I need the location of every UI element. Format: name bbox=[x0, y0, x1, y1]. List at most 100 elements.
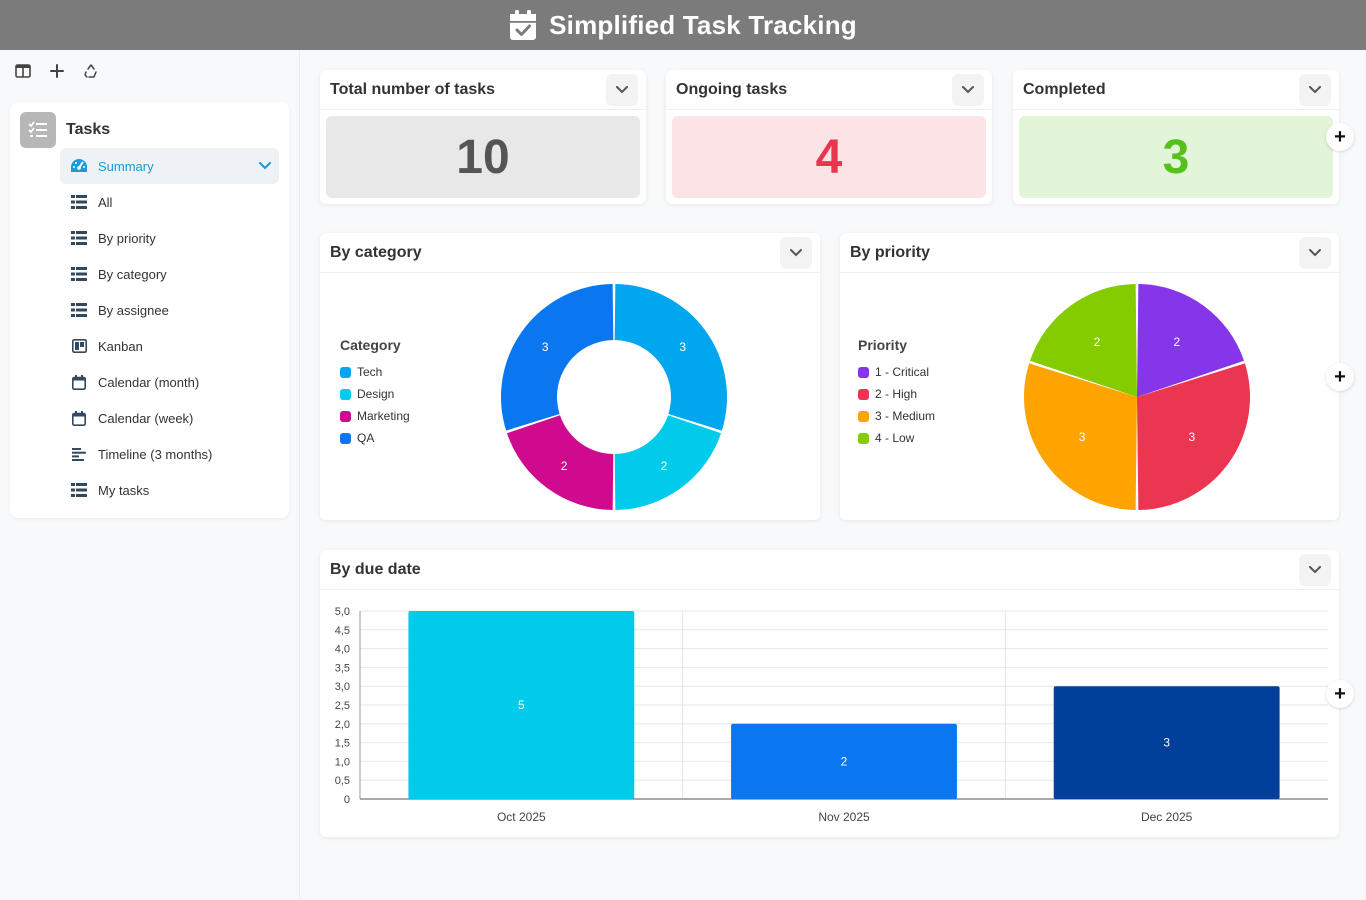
nav-item-calendar-week[interactable]: Calendar (week) bbox=[60, 400, 279, 436]
chart-title: By priority bbox=[850, 243, 931, 261]
legend-label: 1 - Critical bbox=[875, 365, 930, 379]
legend-item[interactable]: Tech bbox=[340, 361, 410, 383]
plus-icon bbox=[50, 64, 64, 78]
nav-app-header[interactable]: Tasks bbox=[20, 112, 110, 148]
due-date-bar-chart: 0 0,5 1,0 1,5 2,0 2,5 3,0 3,5 4,0 4,5 5,0 5 Oct 2025… bbox=[335, 606, 1328, 824]
slice-label: 2 bbox=[1174, 335, 1181, 349]
legend-swatch bbox=[340, 410, 351, 422]
legend-item[interactable]: Marketing bbox=[340, 405, 410, 427]
x-tick-label: Nov 2025 bbox=[818, 810, 870, 824]
nav-item-label: By assignee bbox=[98, 302, 169, 318]
slice-label: 3 bbox=[679, 340, 686, 354]
nav-item-label: Summary bbox=[98, 158, 154, 174]
legend-swatch bbox=[858, 388, 869, 400]
card-menu-button[interactable] bbox=[952, 74, 984, 106]
recycle-button[interactable] bbox=[76, 58, 106, 84]
recycle-icon bbox=[84, 64, 97, 78]
slice-label: 2 bbox=[661, 459, 668, 473]
legend-item[interactable]: 4 - Low bbox=[858, 427, 935, 449]
toggle-sidebar-button[interactable] bbox=[8, 58, 38, 84]
pie-slice[interactable] bbox=[501, 284, 614, 431]
chevron-down-icon bbox=[1309, 86, 1321, 94]
nav-item-by-priority[interactable]: By priority bbox=[60, 220, 279, 256]
bar-value-label: 5 bbox=[518, 698, 525, 712]
nav-item-label: All bbox=[98, 194, 113, 210]
kpi-value: 4 bbox=[672, 116, 986, 198]
nav-item-by-assignee[interactable]: By assignee bbox=[60, 292, 279, 328]
legend-swatch bbox=[858, 432, 869, 444]
legend-item[interactable]: QA bbox=[340, 427, 410, 449]
nav-item-timeline[interactable]: Timeline (3 months) bbox=[60, 436, 279, 472]
category-donut-chart: 3 2 2 3 bbox=[501, 284, 727, 510]
legend-swatch bbox=[858, 366, 869, 378]
app-header: Simplified Task Tracking bbox=[0, 0, 1366, 50]
pie-slice[interactable] bbox=[1137, 363, 1250, 510]
slice-label: 3 bbox=[542, 340, 549, 354]
nav-app-label: Tasks bbox=[66, 121, 111, 138]
pie-slice[interactable] bbox=[1137, 284, 1245, 397]
legend-title: Priority bbox=[858, 337, 908, 353]
bar-value-label: 3 bbox=[1163, 736, 1170, 750]
kpi-title: Ongoing tasks bbox=[676, 80, 788, 98]
pie-slice[interactable] bbox=[1024, 363, 1137, 510]
nav-panel: Tasks Summary All By priority By categor… bbox=[10, 102, 289, 518]
priority-pie-chart: 2 3 3 2 bbox=[1024, 284, 1250, 510]
y-tick-label: 5,0 bbox=[335, 606, 350, 618]
bar[interactable] bbox=[731, 723, 957, 799]
pie-slice[interactable] bbox=[506, 415, 614, 510]
table-icon bbox=[71, 231, 87, 245]
legend-item[interactable]: Design bbox=[340, 383, 410, 405]
legend-title: Category bbox=[340, 337, 401, 353]
table-icon bbox=[71, 483, 87, 497]
card-menu-button[interactable] bbox=[606, 74, 638, 106]
bar[interactable] bbox=[408, 611, 635, 799]
kpi-card-total: Total number of tasks 10 bbox=[320, 70, 646, 204]
chevron-down-icon bbox=[1309, 249, 1321, 257]
kpi-card-ongoing: Ongoing tasks 4 bbox=[666, 70, 992, 204]
legend-label: 2 - High bbox=[875, 387, 918, 401]
nav-item-label: By category bbox=[98, 266, 167, 282]
add-widget-button[interactable]: + bbox=[1326, 363, 1354, 391]
legend-item[interactable]: 3 - Medium bbox=[858, 405, 935, 427]
legend-swatch bbox=[340, 366, 351, 378]
nav-item-my-tasks[interactable]: My tasks bbox=[60, 472, 279, 508]
kpi-title: Total number of tasks bbox=[330, 80, 496, 98]
legend-item[interactable]: 1 - Critical bbox=[858, 361, 935, 383]
nav-item-calendar-month[interactable]: Calendar (month) bbox=[60, 364, 279, 400]
kpi-title: Completed bbox=[1023, 80, 1106, 98]
task-list-icon bbox=[20, 112, 56, 148]
nav-item-kanban[interactable]: Kanban bbox=[60, 328, 279, 364]
add-widget-button[interactable]: + bbox=[1326, 123, 1354, 151]
card-menu-button[interactable] bbox=[1299, 554, 1331, 586]
chart-legend: Category Tech Design Marketing QA bbox=[340, 337, 410, 449]
priority-chart-card: By priority Priority 1 - Critical 2 - High… bbox=[840, 233, 1339, 520]
legend-label: 4 - Low bbox=[875, 431, 915, 445]
legend-item[interactable]: 2 - High bbox=[858, 383, 935, 405]
x-tick-label: Dec 2025 bbox=[1141, 810, 1193, 824]
kpi-value: 10 bbox=[326, 116, 640, 198]
nav-item-all[interactable]: All bbox=[60, 184, 279, 220]
bar-value-label: 2 bbox=[841, 754, 848, 768]
pie-slice[interactable] bbox=[614, 415, 722, 510]
app-title: Simplified Task Tracking bbox=[549, 9, 857, 40]
bar[interactable] bbox=[1053, 686, 1280, 799]
nav-item-summary[interactable]: Summary bbox=[60, 148, 279, 184]
chart-title: By due date bbox=[330, 560, 421, 578]
legend-swatch bbox=[340, 388, 351, 400]
chart-title: By category bbox=[330, 243, 422, 261]
nav-item-label: Calendar (month) bbox=[98, 374, 200, 390]
nav-item-by-category[interactable]: By category bbox=[60, 256, 279, 292]
add-widget-button[interactable]: + bbox=[1326, 680, 1354, 708]
table-icon bbox=[71, 267, 87, 281]
card-menu-button[interactable] bbox=[780, 237, 812, 269]
legend-label: Design bbox=[357, 387, 395, 401]
due-date-chart-card: By due date 0 0,5 1,0 1,5 2,0 2,5 3,0 3,5 4,0 4,5… bbox=[320, 550, 1339, 837]
card-menu-button[interactable] bbox=[1299, 74, 1331, 106]
card-menu-button[interactable] bbox=[1299, 237, 1331, 269]
pie-slice[interactable] bbox=[1029, 284, 1137, 397]
pie-slice[interactable] bbox=[614, 284, 727, 431]
y-tick-label: 4,0 bbox=[335, 644, 350, 656]
legend-label: Marketing bbox=[357, 409, 410, 423]
add-page-button[interactable] bbox=[42, 58, 72, 84]
columns-icon bbox=[15, 64, 31, 78]
